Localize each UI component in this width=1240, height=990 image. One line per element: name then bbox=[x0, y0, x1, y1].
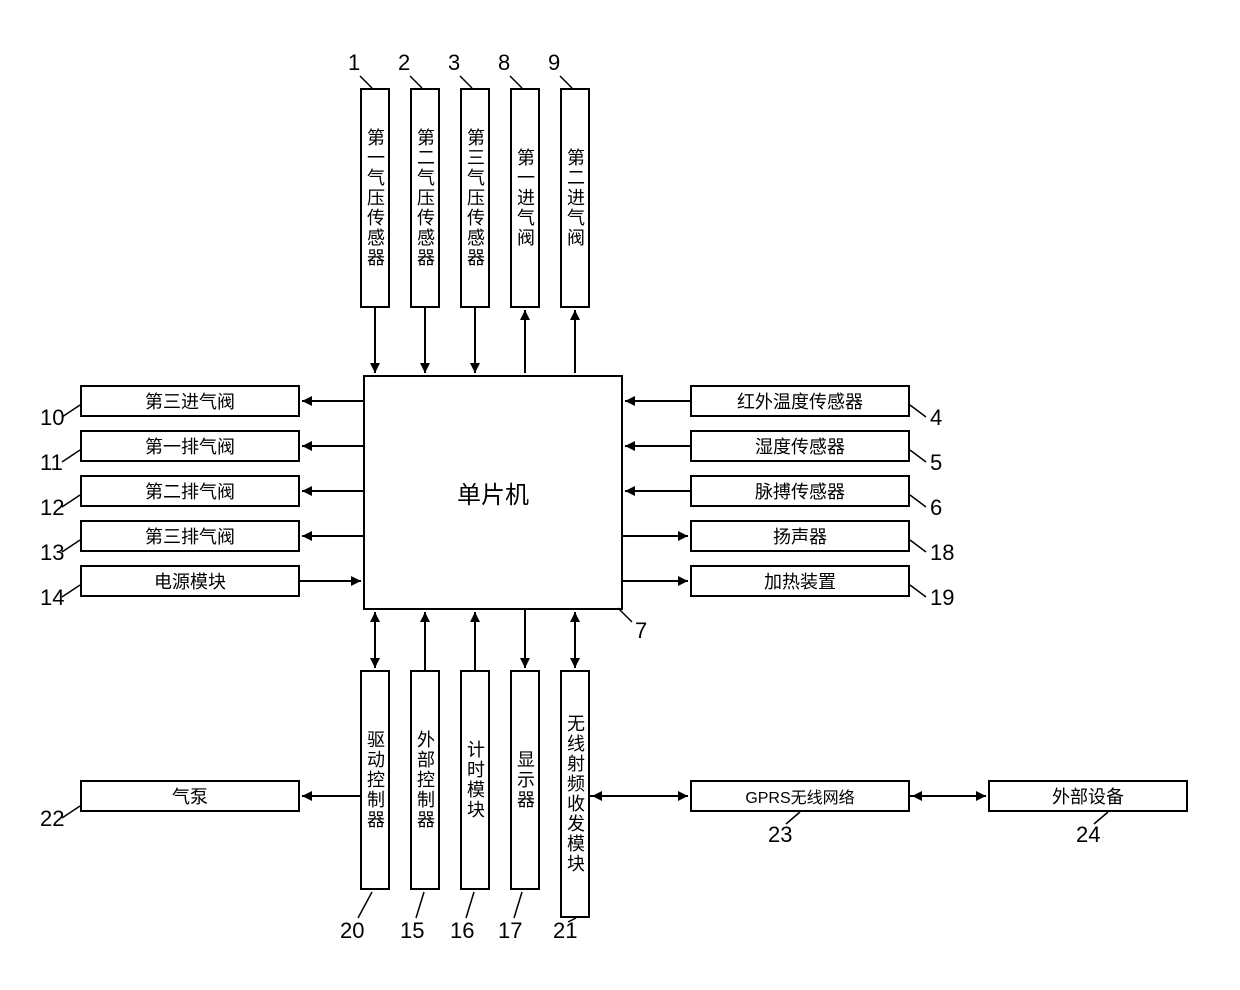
box-15: 外部控制器 bbox=[410, 670, 440, 890]
label-8: 第一进气阀 bbox=[512, 148, 538, 248]
box-6: 脉搏传感器 bbox=[690, 475, 910, 507]
num-6: 6 bbox=[930, 495, 942, 521]
num-23: 23 bbox=[768, 822, 792, 848]
box-14: 电源模块 bbox=[80, 565, 300, 597]
label-13: 第三排气阀 bbox=[145, 523, 235, 549]
label-6: 脉搏传感器 bbox=[755, 478, 845, 504]
label-9: 第二进气阀 bbox=[562, 148, 588, 248]
num-14: 14 bbox=[40, 585, 64, 611]
num-5: 5 bbox=[930, 450, 942, 476]
box-12: 第二排气阀 bbox=[80, 475, 300, 507]
num-19: 19 bbox=[930, 585, 954, 611]
box-13: 第三排气阀 bbox=[80, 520, 300, 552]
label-12: 第二排气阀 bbox=[145, 478, 235, 504]
box-11: 第一排气阀 bbox=[80, 430, 300, 462]
label-10: 第三进气阀 bbox=[145, 388, 235, 414]
box-18: 扬声器 bbox=[690, 520, 910, 552]
num-13: 13 bbox=[40, 540, 64, 566]
box-22: 气泵 bbox=[80, 780, 300, 812]
num-11: 11 bbox=[40, 450, 63, 476]
num-17: 17 bbox=[498, 918, 522, 944]
num-15: 15 bbox=[400, 918, 424, 944]
box-8: 第一进气阀 bbox=[510, 88, 540, 308]
box-3: 第三气压传感器 bbox=[460, 88, 490, 308]
box-2: 第二气压传感器 bbox=[410, 88, 440, 308]
label-16: 计时模块 bbox=[462, 740, 488, 820]
box-19: 加热装置 bbox=[690, 565, 910, 597]
box-24: 外部设备 bbox=[988, 780, 1188, 812]
label-14: 电源模块 bbox=[154, 568, 226, 594]
label-3: 第三气压传感器 bbox=[462, 128, 488, 268]
num-1: 1 bbox=[348, 50, 360, 76]
num-3: 3 bbox=[448, 50, 460, 76]
label-2: 第二气压传感器 bbox=[412, 128, 438, 268]
label-19: 加热装置 bbox=[764, 568, 836, 594]
label-4: 红外温度传感器 bbox=[737, 388, 863, 414]
label-20: 驱动控制器 bbox=[362, 730, 388, 830]
label-24: 外部设备 bbox=[1052, 783, 1124, 809]
box-20: 驱动控制器 bbox=[360, 670, 390, 890]
label-5: 湿度传感器 bbox=[755, 433, 845, 459]
box-9: 第二进气阀 bbox=[560, 88, 590, 308]
num-8: 8 bbox=[498, 50, 510, 76]
box-21: 无线射频收发模块 bbox=[560, 670, 590, 918]
label-21: 无线射频收发模块 bbox=[562, 714, 588, 874]
mcu-label: 单片机 bbox=[457, 475, 529, 510]
box-4: 红外温度传感器 bbox=[690, 385, 910, 417]
box-1: 第一气压传感器 bbox=[360, 88, 390, 308]
box-10: 第三进气阀 bbox=[80, 385, 300, 417]
label-1: 第一气压传感器 bbox=[362, 128, 388, 268]
num-24: 24 bbox=[1076, 822, 1100, 848]
box-23: GPRS无线网络 bbox=[690, 780, 910, 812]
label-22: 气泵 bbox=[172, 783, 208, 809]
num-22: 22 bbox=[40, 806, 64, 832]
num-21: 21 bbox=[553, 918, 577, 944]
mcu-box: 单片机 bbox=[363, 375, 623, 610]
label-18: 扬声器 bbox=[773, 523, 827, 549]
num-18: 18 bbox=[930, 540, 954, 566]
num-9: 9 bbox=[548, 50, 560, 76]
num-4: 4 bbox=[930, 405, 942, 431]
num-12: 12 bbox=[40, 495, 64, 521]
box-16: 计时模块 bbox=[460, 670, 490, 890]
label-15: 外部控制器 bbox=[412, 730, 438, 830]
box-5: 湿度传感器 bbox=[690, 430, 910, 462]
box-17: 显示器 bbox=[510, 670, 540, 890]
num-2: 2 bbox=[398, 50, 410, 76]
label-23: GPRS无线网络 bbox=[745, 784, 854, 808]
label-11: 第一排气阀 bbox=[145, 433, 235, 459]
num-10: 10 bbox=[40, 405, 64, 431]
label-17: 显示器 bbox=[512, 750, 538, 810]
num-20: 20 bbox=[340, 918, 364, 944]
num-16: 16 bbox=[450, 918, 474, 944]
num-7: 7 bbox=[635, 618, 647, 644]
